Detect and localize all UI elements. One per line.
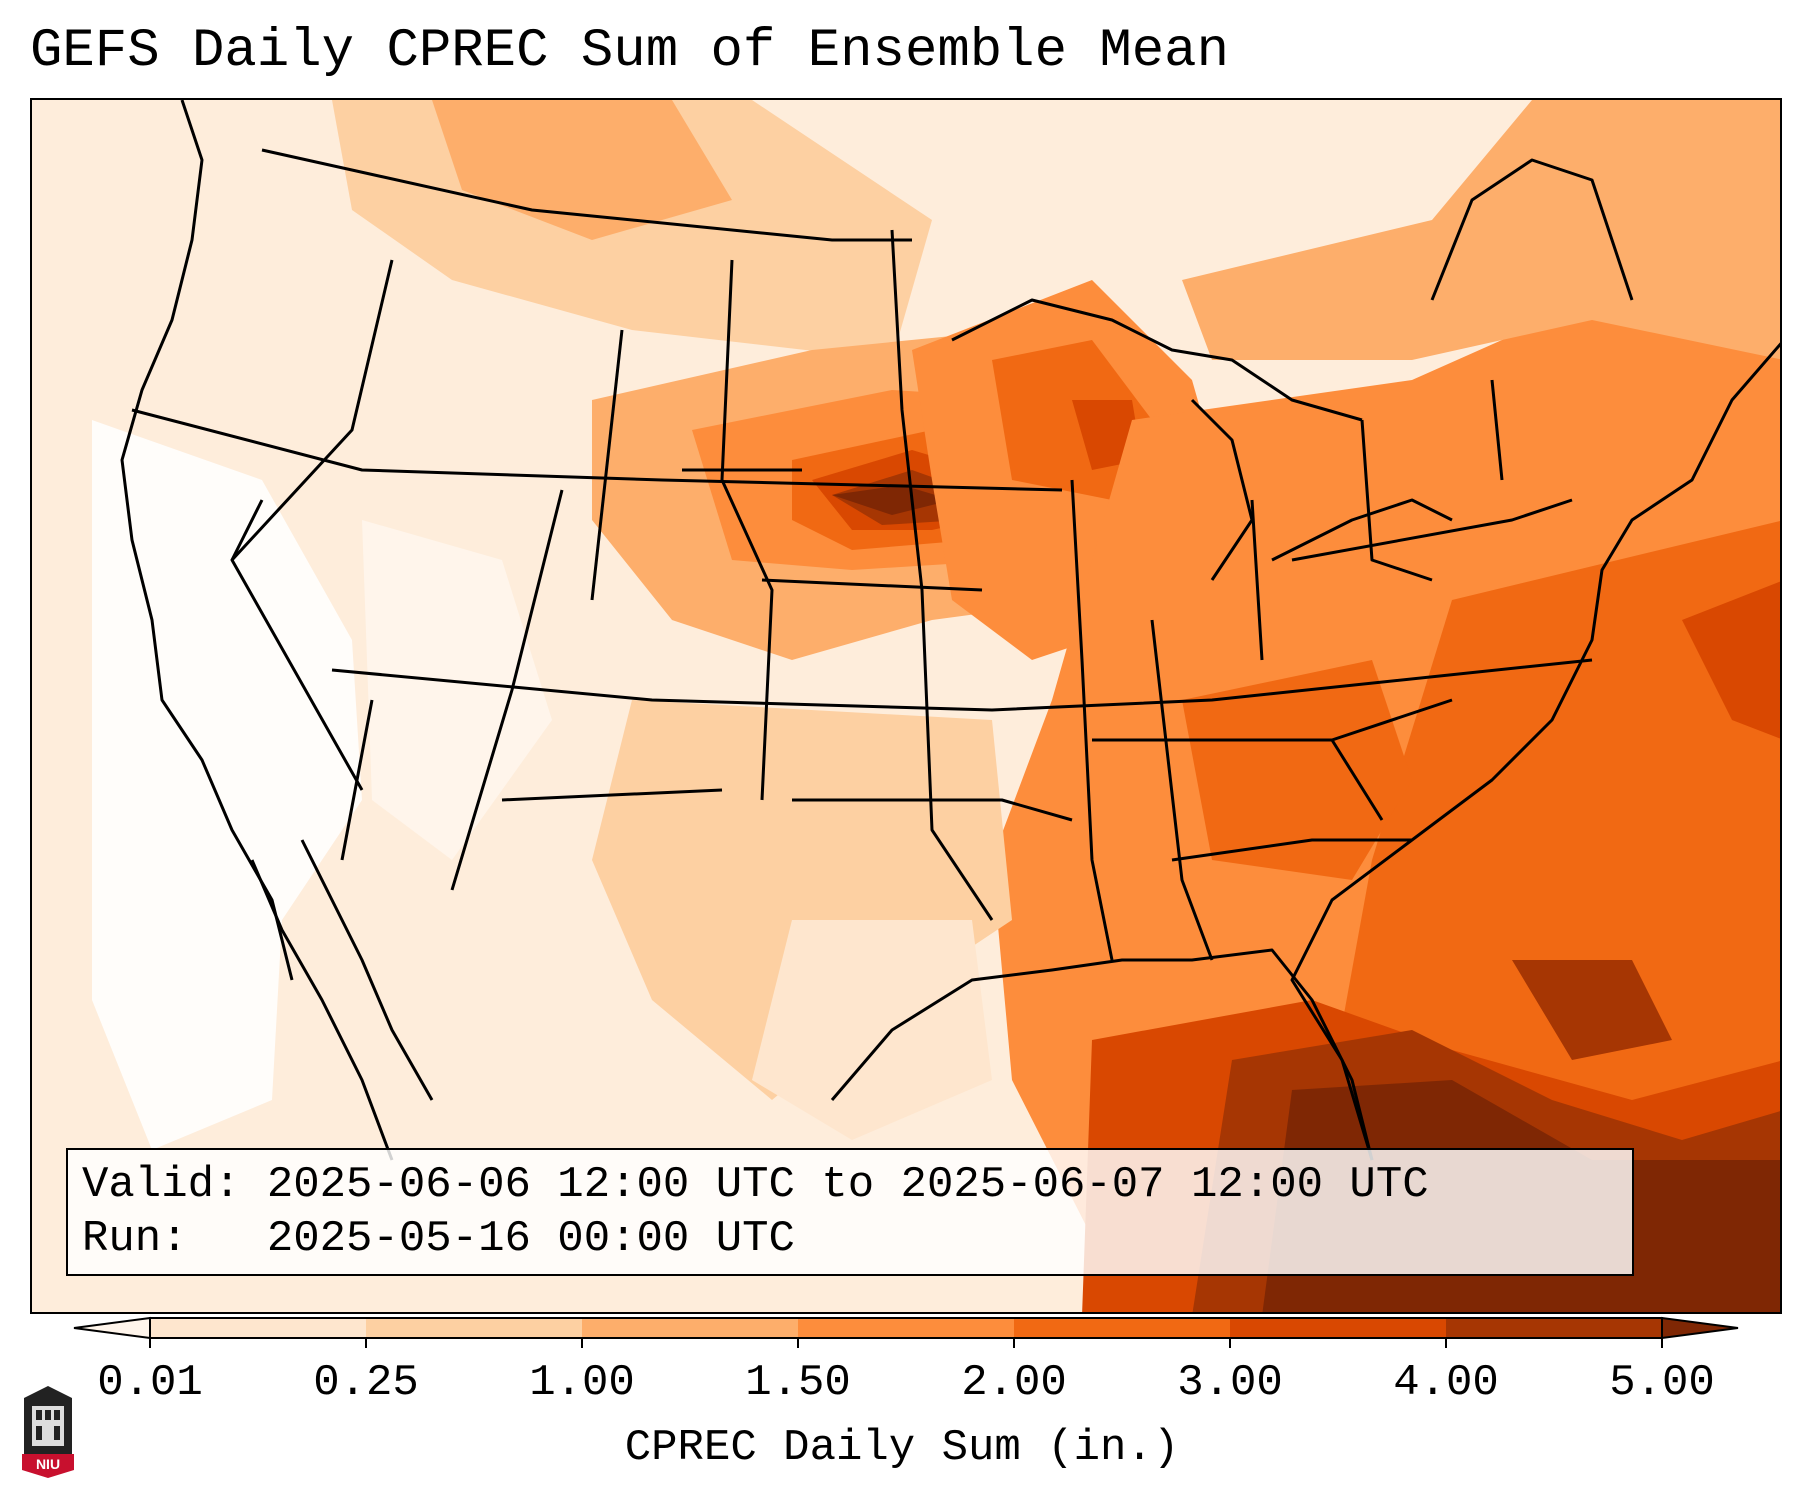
colorbar-segments bbox=[73, 1316, 1739, 1340]
colorbar-segment bbox=[1446, 1318, 1663, 1338]
niu-logo: NIU bbox=[22, 1386, 74, 1478]
valid-value: 2025-06-06 12:00 UTC to 2025-06-07 12:00… bbox=[266, 1160, 1429, 1210]
colorbar-label: CPREC Daily Sum (in.) bbox=[624, 1423, 1180, 1473]
colorbar-tick-label: 4.00 bbox=[1393, 1358, 1499, 1408]
run-value: 2025-05-16 00:00 UTC bbox=[266, 1214, 795, 1264]
colorbar-segment bbox=[798, 1318, 1015, 1338]
colorbar-segment bbox=[150, 1318, 367, 1338]
colorbar-tick-label: 5.00 bbox=[1609, 1358, 1715, 1408]
svg-text:NIU: NIU bbox=[36, 1456, 60, 1472]
colorbar-tick-label: 2.00 bbox=[961, 1358, 1067, 1408]
run-label: Run: bbox=[82, 1214, 188, 1264]
colorbar-over-arrow bbox=[1661, 1316, 1739, 1340]
colorbar-ticks bbox=[149, 1338, 1663, 1348]
colorbar-under-arrow bbox=[73, 1316, 151, 1340]
colorbar-tick-label: 3.00 bbox=[1177, 1358, 1283, 1408]
colorbar-tick-label: 1.00 bbox=[529, 1358, 635, 1408]
colorbar-segment bbox=[366, 1318, 583, 1338]
colorbar-segment bbox=[1230, 1318, 1447, 1338]
colorbar bbox=[73, 1316, 1739, 1348]
colorbar-outline bbox=[149, 1317, 1663, 1339]
map-title: GEFS Daily CPREC Sum of Ensemble Mean bbox=[30, 21, 1229, 82]
colorbar-tick-label: 1.50 bbox=[745, 1358, 851, 1408]
colorbar-tick-label: 0.25 bbox=[313, 1358, 419, 1408]
state-boundaries bbox=[120, 100, 1780, 1161]
colorbar-segment bbox=[582, 1318, 799, 1338]
valid-label: Valid: bbox=[82, 1160, 241, 1210]
validity-info-box: Valid: 2025-06-06 12:00 UTC to 2025-06-0… bbox=[66, 1148, 1634, 1276]
precipitation-map bbox=[30, 98, 1782, 1314]
map-canvas bbox=[32, 100, 1780, 1312]
colorbar-tick-label: 0.01 bbox=[97, 1358, 203, 1408]
colorbar-segment bbox=[1014, 1318, 1231, 1338]
